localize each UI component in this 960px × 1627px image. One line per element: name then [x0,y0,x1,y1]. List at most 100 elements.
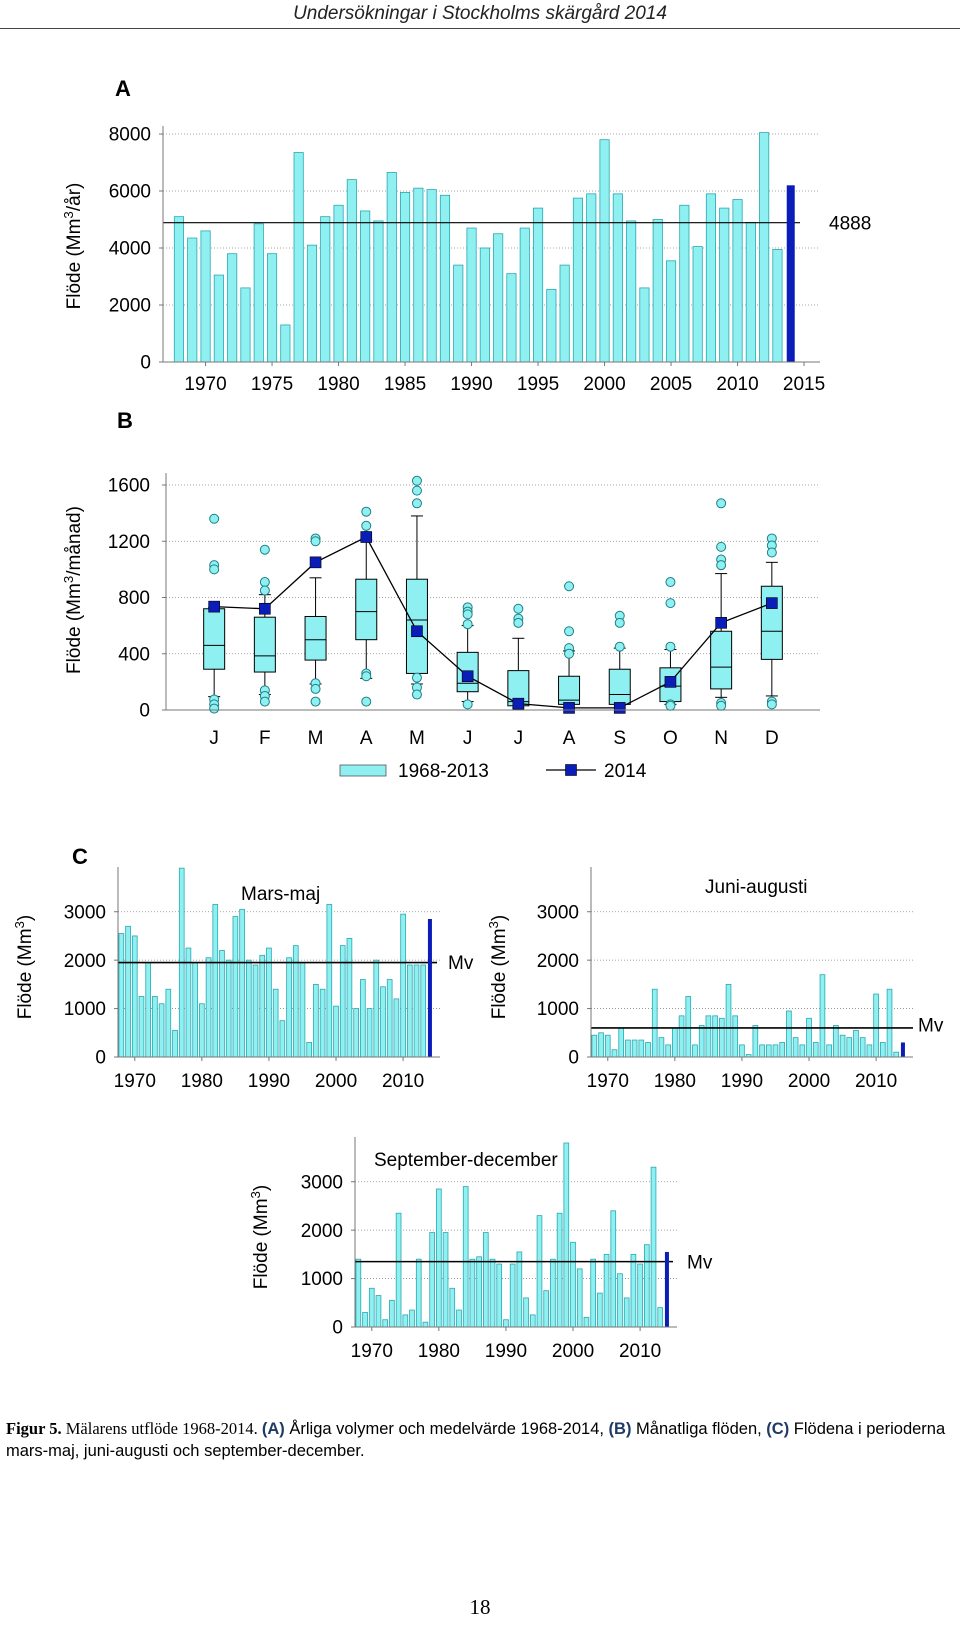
bar [212,904,219,1058]
chart-c2-juni-augusti: 0 1000 2000 3000 1970 1980 1990 2000 2010 Mv Juni-… [486,867,944,1092]
y-tick-label: 0 [568,1048,579,1069]
bar [657,1307,664,1328]
mean-label: Mv [448,953,474,974]
bar [299,962,306,1058]
bar [326,904,333,1058]
page-number: 18 [469,1595,491,1619]
bar [692,1044,698,1058]
caption-a-text: Årliga volymer och medelvärde 1968-2014, [284,1420,609,1438]
y-tick-label: 0 [332,1318,343,1339]
bar [586,193,597,363]
bar [650,1166,657,1328]
chart-title: September-december [374,1150,558,1171]
highlight-bar-2014 [786,185,795,362]
outlier-point [209,564,220,575]
bar [745,221,756,363]
outlier-point [259,577,270,588]
bar [603,1253,610,1328]
y-axis-label: Flöde (Mm3/år) [61,183,86,310]
x-tick-label: 2010 [716,374,758,395]
outlier-point [361,506,372,517]
bar [439,194,451,363]
bar [245,959,252,1058]
y-axis-label: Flöde (Mm3) [486,915,511,1020]
outlier-point [361,520,372,531]
bar [532,207,544,363]
chart-title: Juni-augusti [705,877,807,898]
bar [799,1044,806,1058]
bar [399,192,411,363]
bar [543,1290,550,1328]
bar [651,988,658,1058]
bar [400,913,406,1058]
bar [719,207,730,363]
bar [199,1003,205,1058]
bar [346,179,357,363]
bar [833,1025,839,1058]
x-tick-label: 1975 [251,374,293,395]
bar [373,220,384,363]
y-tick-label: 0 [140,353,151,374]
bar [859,1037,866,1058]
bar [570,1241,576,1328]
bar [293,152,304,363]
bar [353,1008,359,1058]
bar [806,1017,812,1058]
caption-figure-label: Figur 5. [6,1419,62,1438]
bar [652,219,663,363]
legend-label: 2014 [604,761,647,782]
x-tick-label: 1980 [317,374,359,395]
bar [415,1258,422,1328]
bar [442,1232,449,1328]
x-tick-label: 1995 [517,374,559,395]
bar [306,1042,313,1058]
bar [576,1268,583,1328]
outlier-point [209,513,220,524]
x-tick-label: 2010 [619,1341,661,1362]
series-2014-line [214,536,773,709]
page-header: Undersökningar i Stockholms skärgård 201… [0,0,960,29]
x-tick-label: J [463,728,473,749]
panel-label-b: B [117,408,133,433]
bar [453,264,464,363]
bar [213,274,224,363]
bar [436,1188,442,1328]
y-tick-label: 0 [95,1048,106,1069]
bar [389,1299,395,1328]
bar [732,199,743,363]
bar [429,1232,435,1328]
chart-c3-september-december: 0 1000 2000 3000 1970 1980 1990 2000 2010 Mv Septe… [248,1137,713,1362]
bar [232,916,239,1058]
bar [386,979,393,1058]
bar [118,933,125,1058]
outlier-point [665,598,676,609]
outlier-point [310,683,321,694]
bar [138,996,145,1058]
bar [556,1212,563,1328]
bar [279,1020,286,1058]
x-tick-label: 1970 [351,1341,393,1362]
bar [779,1042,786,1058]
bar [266,947,272,1058]
bar [612,193,623,363]
box [253,616,276,673]
bar [665,1044,671,1058]
bar [631,1039,638,1058]
box [304,615,327,661]
bar [625,1039,631,1058]
y-tick-label: 3000 [537,902,579,923]
bar [380,986,386,1058]
x-tick-label: 1990 [485,1341,527,1362]
bar [219,950,225,1058]
x-tick-label: 1970 [114,1071,156,1092]
bar [610,1210,617,1328]
bar [597,1292,603,1328]
bar [360,210,371,363]
outlier-point [462,619,473,630]
bar [623,1297,630,1328]
bar [626,220,637,363]
outlier-point [411,475,422,486]
bar [583,1316,590,1328]
bar [469,1258,476,1328]
y-tick-label: 800 [118,588,150,609]
